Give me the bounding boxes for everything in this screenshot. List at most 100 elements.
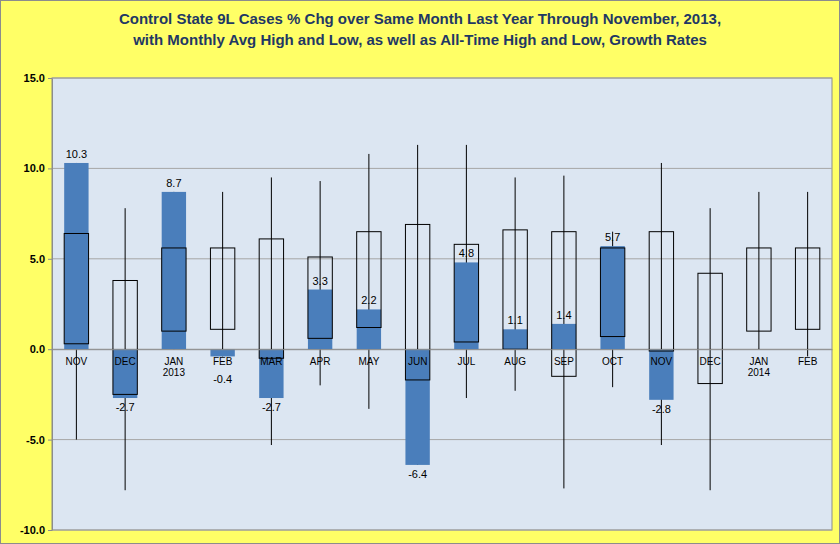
avg-range-box <box>308 257 332 338</box>
data-label: 10.3 <box>66 148 87 160</box>
bar <box>405 349 429 465</box>
title-line: with Monthly Avg High and Low, as well a… <box>132 31 707 48</box>
bar <box>600 246 624 349</box>
x-tick: JUL <box>457 356 475 367</box>
x-tick-label-line: AUG <box>504 356 526 367</box>
x-axis: NOVDECJAN2013FEBMARAPRMAYJUNJULAUGSEPOCT… <box>53 350 833 379</box>
avg-range-box <box>552 232 576 377</box>
avg-range-box <box>162 248 186 331</box>
x-tick-label-line: SEP <box>554 356 574 367</box>
x-tick-label-line: FEB <box>798 356 818 367</box>
x-tick-label-line: JAN <box>749 356 768 367</box>
x-tick-label-line: MAY <box>358 356 379 367</box>
bar <box>454 262 478 349</box>
x-tick-label: NOV <box>651 356 673 367</box>
avg-range-box <box>64 233 88 343</box>
data-labels: 10.3-2.78.7-0.4-2.73.32.2-6.44.81.11.45.… <box>66 148 671 480</box>
x-tick: FEB <box>213 356 233 367</box>
data-label: -6.4 <box>408 468 427 480</box>
y-tick-label: 15.0 <box>24 72 45 84</box>
x-tick-label-line: DEC <box>115 356 136 367</box>
x-tick: NOV <box>651 356 673 367</box>
x-tick-label: DEC <box>115 356 136 367</box>
y-tick-mark <box>48 349 52 350</box>
y-tick-mark <box>48 530 52 531</box>
data-label: -2.8 <box>652 403 671 415</box>
x-axis-line <box>53 349 833 350</box>
y-tick: 5.0 <box>30 253 52 265</box>
grid-line <box>52 168 832 169</box>
grid-line <box>52 530 832 531</box>
x-tick: DEC <box>115 356 136 367</box>
x-tick-label: JAN2013 <box>163 356 186 378</box>
y-tick-mark <box>48 78 52 79</box>
y-tick: -10.0 <box>20 524 52 536</box>
x-tick: AUG <box>504 356 526 367</box>
all-time-range <box>807 192 808 357</box>
grid-line <box>52 78 832 79</box>
avg-range-box <box>795 248 819 329</box>
avg-range-box <box>259 239 283 358</box>
y-tick: 15.0 <box>24 72 52 84</box>
data-label: 2.2 <box>361 294 376 306</box>
avg-range-box <box>600 248 624 337</box>
bar <box>162 192 186 349</box>
bar <box>259 349 283 398</box>
x-tick: JAN2013 <box>163 356 186 378</box>
x-tick: MAY <box>358 356 379 367</box>
avg-range-box <box>698 273 722 383</box>
bar <box>357 309 381 349</box>
avg-range-box <box>357 232 381 328</box>
x-tick-label: DEC <box>700 356 721 367</box>
x-tick-label-line: NOV <box>66 356 88 367</box>
x-tick-label-line: JAN <box>164 356 183 367</box>
x-tick: MAR <box>260 356 282 367</box>
avg-range-box <box>503 230 527 349</box>
y-tick: 0.0 <box>30 343 52 355</box>
data-label: 1.4 <box>556 309 571 321</box>
bar <box>552 324 576 349</box>
data-label: 3.3 <box>312 275 327 287</box>
x-tick-label-line: 2014 <box>748 367 771 378</box>
x-tick-label-line: 2013 <box>163 367 186 378</box>
y-axis: -10.0 -5.0 0.0 5.0 10.0 15.0 <box>20 72 53 536</box>
avg-range-box <box>405 224 429 379</box>
y-tick-mark <box>48 168 52 169</box>
x-tick: FEB <box>798 356 818 367</box>
x-tick: DEC <box>700 356 721 367</box>
x-tick-label: FEB <box>798 356 818 367</box>
bar <box>649 349 673 400</box>
x-tick-label: SEP <box>554 356 574 367</box>
x-tick: JAN2014 <box>748 356 771 378</box>
y-tick: 10.0 <box>24 162 52 174</box>
data-label: 8.7 <box>166 177 181 189</box>
x-tick: NOV <box>66 356 88 367</box>
x-tick-label-line: NOV <box>651 356 673 367</box>
x-tick-label: NOV <box>66 356 88 367</box>
x-tick-label-line: DEC <box>700 356 721 367</box>
x-tick-label: AUG <box>504 356 526 367</box>
title-line: Control State 9L Cases % Chg over Same M… <box>119 10 721 27</box>
y-axis-line <box>52 79 53 531</box>
x-tick-label: JAN2014 <box>748 356 771 378</box>
all-time-range <box>758 192 759 349</box>
y-tick-label: 10.0 <box>24 162 45 174</box>
x-tick-label: MAR <box>260 356 282 367</box>
x-tick-label-line: OCT <box>602 356 623 367</box>
avg-range-box <box>454 244 478 342</box>
bar <box>308 290 332 350</box>
x-tick: OCT <box>602 356 623 367</box>
x-tick-label: APR <box>310 356 331 367</box>
bar <box>113 349 137 398</box>
x-tick-label: FEB <box>213 356 233 367</box>
avg-range-box <box>210 248 234 329</box>
data-label: 5.7 <box>605 231 620 243</box>
marks <box>64 145 820 490</box>
chart: Control State 9L Cases % Chg over Same M… <box>0 0 840 544</box>
data-label: 1.1 <box>507 314 522 326</box>
y-tick-label: 5.0 <box>30 253 45 265</box>
x-tick-label-line: JUN <box>408 356 427 367</box>
y-tick: -5.0 <box>26 434 52 446</box>
x-tick-label-line: FEB <box>213 356 233 367</box>
data-label: -2.7 <box>116 401 135 413</box>
